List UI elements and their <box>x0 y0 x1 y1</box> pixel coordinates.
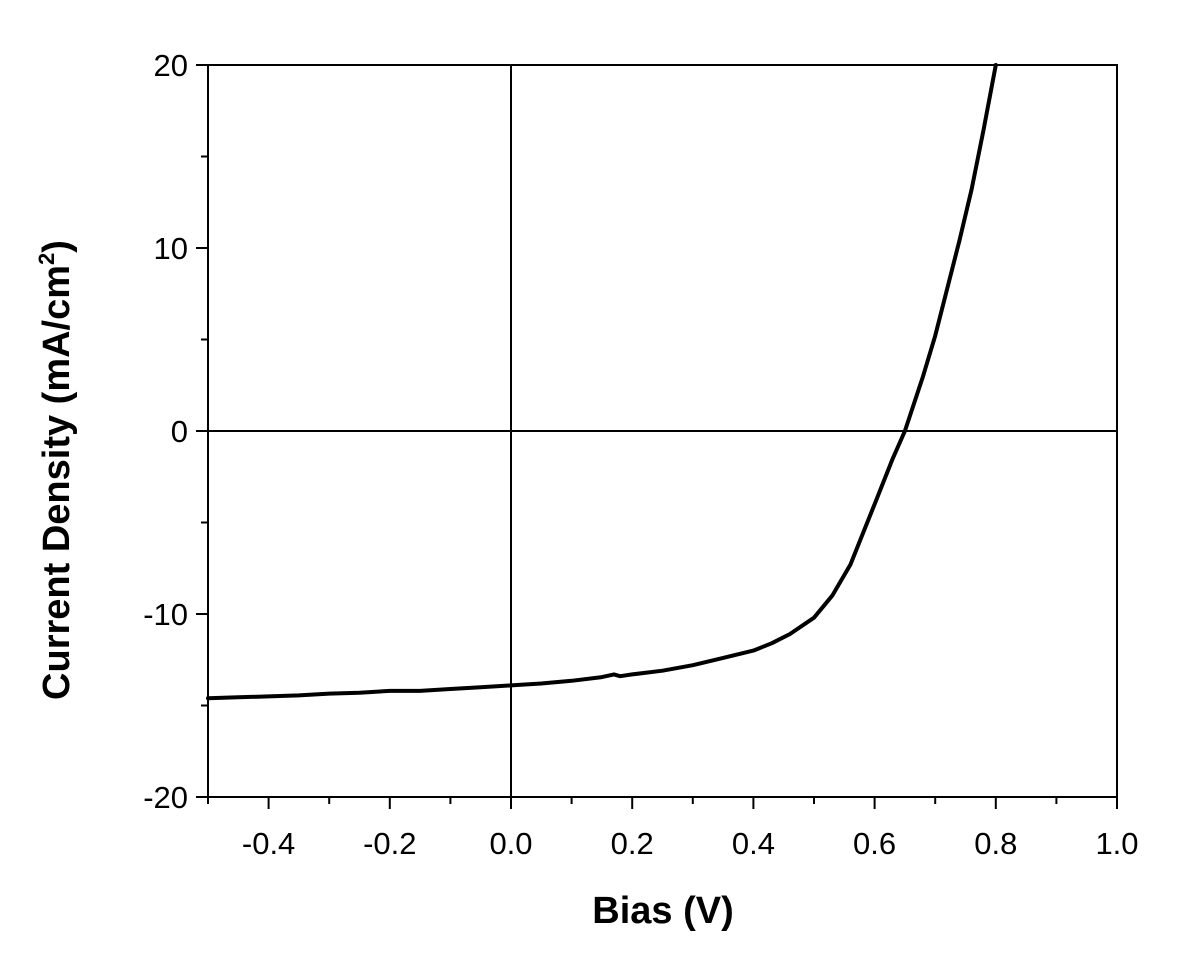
y-axis-title: Current Density (mA/cm2) <box>34 240 78 700</box>
x-tick-label: 0.4 <box>732 826 775 861</box>
x-tick-label: 0.6 <box>853 826 896 861</box>
x-axis-title: Bias (V) <box>592 890 733 932</box>
y-axis-title-main: Current Density (mA/cm <box>36 265 78 700</box>
x-tick-label: -0.4 <box>242 826 295 861</box>
x-tick-label: 1.0 <box>1095 826 1138 861</box>
x-tick-label: 0.8 <box>974 826 1017 861</box>
y-tick-label: 10 <box>154 231 188 266</box>
x-tick-label: 0.0 <box>489 826 532 861</box>
ticks-layer: -0.4 -0.2 0.0 0.2 0.4 0.6 0.8 1.0 -20 -10 0 10 20 <box>143 48 1138 861</box>
series-line-0 <box>206 63 998 701</box>
y-tick-label: 20 <box>154 48 188 83</box>
y-axis-title-superscript: 2 <box>34 253 59 265</box>
labels-layer: Bias (V) Current Density (mA/cm2) <box>34 240 734 932</box>
y-tick-label: 0 <box>171 414 188 449</box>
y-tick-label: -20 <box>143 780 188 815</box>
y-tick-label: -10 <box>143 597 188 632</box>
axes-layer <box>207 64 1118 798</box>
x-tick-label: -0.2 <box>363 826 416 861</box>
series-layer <box>206 63 998 701</box>
x-tick-label: 0.2 <box>611 826 654 861</box>
y-axis-title-close: ) <box>36 240 78 253</box>
